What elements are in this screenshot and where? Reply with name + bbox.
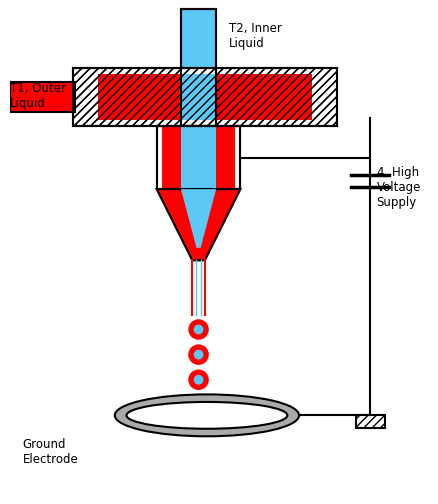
Text: T2, Inner
Liquid: T2, Inner Liquid [228, 22, 281, 49]
Circle shape [194, 325, 202, 334]
Bar [73, 68, 336, 127]
Ellipse shape [114, 395, 298, 436]
Bar [180, 127, 215, 189]
Bar [355, 415, 384, 428]
Polygon shape [156, 189, 240, 261]
Bar [180, 9, 215, 127]
Bar [10, 82, 75, 112]
Bar [156, 127, 240, 189]
Text: T1, Outer
Liquid: T1, Outer Liquid [10, 82, 66, 110]
Bar [215, 74, 311, 120]
Polygon shape [180, 189, 215, 248]
Bar [73, 68, 336, 127]
Bar [98, 74, 311, 120]
Circle shape [194, 350, 202, 359]
Bar [156, 127, 240, 189]
Bar [180, 74, 215, 120]
Bar [180, 9, 215, 127]
Text: Ground
Electrode: Ground Electrode [23, 438, 78, 466]
Text: 4, High
Voltage
Supply: 4, High Voltage Supply [376, 166, 420, 209]
Bar [98, 74, 180, 120]
Circle shape [189, 320, 207, 339]
Bar [215, 127, 235, 189]
Bar [161, 127, 180, 189]
Ellipse shape [126, 402, 287, 429]
Circle shape [189, 345, 207, 364]
Circle shape [194, 375, 202, 384]
Circle shape [189, 370, 207, 389]
